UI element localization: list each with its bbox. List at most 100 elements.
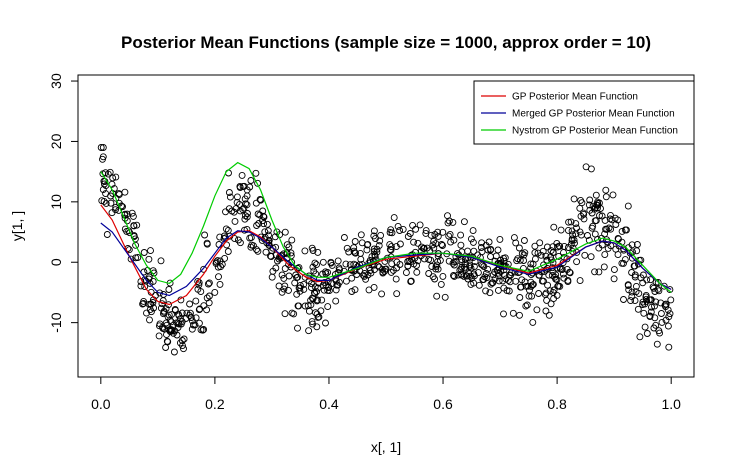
data-point bbox=[285, 272, 293, 280]
data-point bbox=[600, 263, 608, 271]
data-point bbox=[390, 214, 398, 222]
data-point bbox=[247, 177, 255, 184]
data-point bbox=[540, 277, 547, 285]
legend: GP Posterior Mean Function Merged GP Post… bbox=[473, 80, 695, 145]
data-point bbox=[143, 309, 150, 317]
data-point bbox=[189, 321, 197, 329]
data-point bbox=[628, 269, 636, 276]
data-point bbox=[161, 325, 168, 333]
data-point bbox=[596, 212, 603, 219]
data-point bbox=[587, 165, 595, 173]
data-point bbox=[438, 241, 446, 248]
data-point bbox=[269, 244, 277, 252]
data-point bbox=[586, 206, 594, 214]
data-point bbox=[177, 320, 185, 328]
data-point bbox=[232, 205, 240, 213]
data-point bbox=[215, 273, 222, 281]
data-point bbox=[566, 269, 574, 277]
data-point bbox=[301, 247, 309, 255]
data-point bbox=[534, 249, 542, 257]
data-point bbox=[542, 252, 550, 260]
data-point bbox=[324, 303, 332, 311]
data-point bbox=[102, 190, 110, 198]
data-point bbox=[281, 310, 289, 318]
data-point bbox=[639, 279, 647, 287]
data-point bbox=[520, 237, 528, 244]
data-point bbox=[531, 242, 539, 250]
data-point bbox=[366, 267, 374, 274]
legend-label: Merged GP Posterior Mean Function bbox=[512, 109, 675, 120]
data-point bbox=[549, 248, 557, 256]
data-point bbox=[581, 251, 589, 259]
data-point bbox=[653, 340, 661, 348]
data-point bbox=[568, 237, 576, 245]
data-point bbox=[495, 277, 503, 285]
data-point bbox=[256, 211, 264, 219]
data-point bbox=[602, 225, 610, 233]
data-point bbox=[550, 223, 558, 231]
data-point bbox=[439, 272, 447, 280]
data-point bbox=[631, 262, 639, 270]
data-point bbox=[460, 263, 468, 271]
data-point bbox=[267, 253, 275, 261]
data-point bbox=[632, 288, 640, 296]
data-point bbox=[457, 265, 465, 273]
data-point bbox=[167, 318, 175, 326]
data-point bbox=[346, 261, 354, 269]
data-point bbox=[633, 247, 641, 255]
data-point bbox=[370, 248, 378, 255]
data-point bbox=[615, 235, 622, 243]
data-point bbox=[533, 306, 541, 314]
data-point bbox=[470, 270, 478, 278]
data-point bbox=[249, 242, 257, 250]
data-point bbox=[445, 257, 453, 265]
data-point bbox=[342, 260, 350, 268]
data-point bbox=[571, 239, 578, 247]
data-point bbox=[325, 287, 333, 295]
data-point bbox=[170, 321, 177, 329]
data-point bbox=[480, 276, 488, 283]
data-point bbox=[150, 304, 158, 312]
data-point bbox=[157, 257, 165, 265]
data-point bbox=[624, 202, 632, 210]
data-point bbox=[484, 246, 492, 254]
data-point bbox=[564, 278, 572, 286]
data-point bbox=[557, 265, 564, 273]
data-point bbox=[313, 261, 320, 269]
data-point bbox=[214, 257, 222, 265]
data-point bbox=[220, 232, 228, 240]
data-point bbox=[434, 232, 442, 240]
data-point bbox=[496, 235, 504, 243]
data-point bbox=[351, 249, 359, 257]
data-point bbox=[552, 271, 560, 279]
data-point bbox=[572, 220, 580, 228]
data-point bbox=[657, 310, 665, 317]
data-point bbox=[178, 337, 186, 344]
data-point bbox=[577, 231, 585, 239]
data-point bbox=[128, 209, 136, 217]
data-point bbox=[489, 279, 497, 287]
data-point bbox=[514, 255, 522, 263]
data-point bbox=[467, 235, 475, 243]
data-point bbox=[388, 260, 396, 268]
data-point bbox=[350, 247, 358, 255]
data-point bbox=[564, 226, 572, 234]
data-point bbox=[523, 301, 531, 309]
data-point bbox=[430, 237, 438, 245]
data-point bbox=[115, 191, 123, 199]
data-point bbox=[123, 210, 131, 218]
data-point bbox=[182, 315, 190, 322]
data-point bbox=[641, 323, 649, 331]
data-point bbox=[244, 210, 251, 217]
data-point bbox=[124, 245, 132, 252]
data-point bbox=[381, 267, 389, 275]
data-point bbox=[425, 255, 433, 263]
data-point bbox=[482, 270, 490, 277]
data-point bbox=[555, 282, 563, 290]
data-point bbox=[393, 264, 401, 272]
data-point bbox=[654, 279, 662, 286]
data-point bbox=[588, 224, 596, 232]
data-point bbox=[319, 258, 327, 266]
data-point bbox=[618, 259, 626, 267]
data-point bbox=[186, 300, 194, 308]
